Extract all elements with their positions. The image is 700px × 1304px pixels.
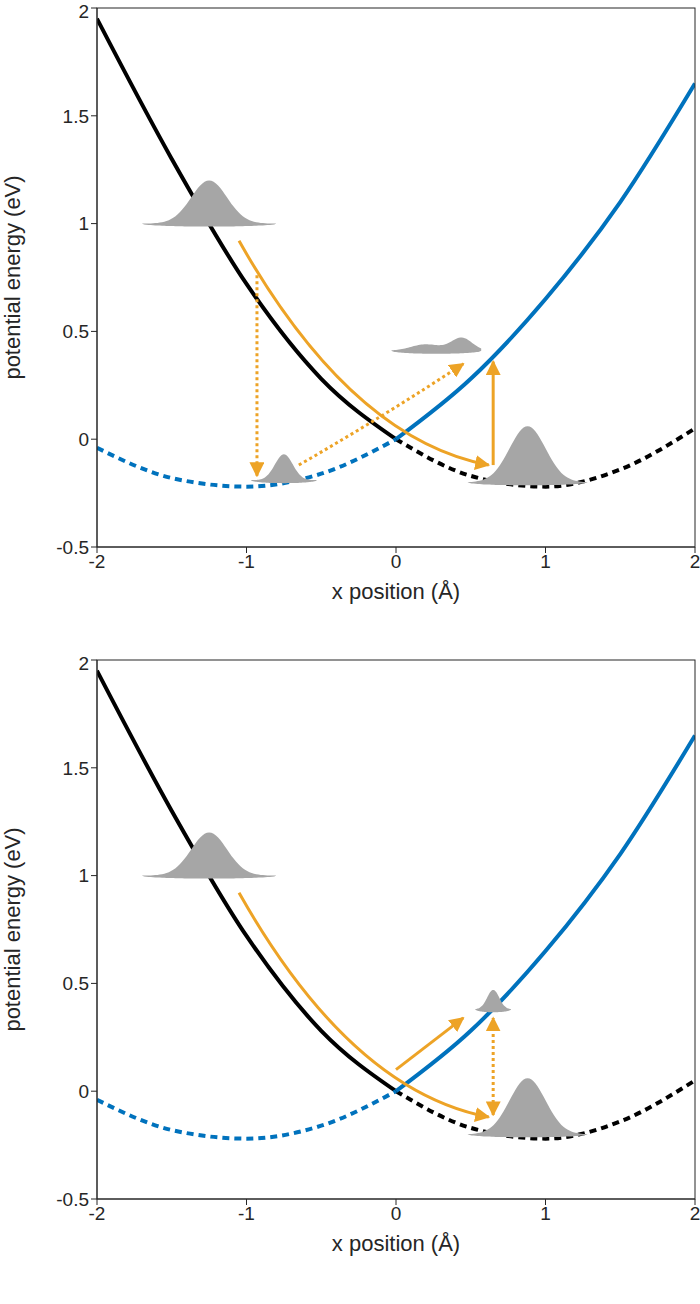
svg-text:0.5: 0.5 xyxy=(63,321,89,342)
svg-text:2: 2 xyxy=(78,653,89,674)
svg-text:potential energy (eV): potential energy (eV) xyxy=(8,175,25,379)
svg-text:x position (Å): x position (Å) xyxy=(332,579,460,604)
svg-text:0: 0 xyxy=(391,551,402,572)
svg-text:-0.5: -0.5 xyxy=(56,537,89,558)
svg-text:0.5: 0.5 xyxy=(63,973,89,994)
svg-text:0: 0 xyxy=(391,1203,402,1224)
svg-text:1: 1 xyxy=(78,865,89,886)
svg-text:-2: -2 xyxy=(89,1203,106,1224)
svg-text:-1: -1 xyxy=(238,551,255,572)
svg-text:potential energy (eV): potential energy (eV) xyxy=(8,827,25,1031)
svg-text:-0.5: -0.5 xyxy=(56,1189,89,1210)
svg-text:2: 2 xyxy=(78,1,89,22)
svg-text:1: 1 xyxy=(540,551,551,572)
svg-text:2: 2 xyxy=(690,551,692,572)
svg-text:0: 0 xyxy=(78,1081,89,1102)
svg-text:1: 1 xyxy=(540,1203,551,1224)
svg-text:2: 2 xyxy=(690,1203,692,1224)
svg-text:-2: -2 xyxy=(89,551,106,572)
svg-text:0: 0 xyxy=(78,429,89,450)
svg-text:1: 1 xyxy=(78,213,89,234)
svg-text:-1: -1 xyxy=(238,1203,255,1224)
svg-text:x position (Å): x position (Å) xyxy=(332,1231,460,1256)
svg-text:1.5: 1.5 xyxy=(63,758,89,779)
svg-text:1.5: 1.5 xyxy=(63,106,89,127)
